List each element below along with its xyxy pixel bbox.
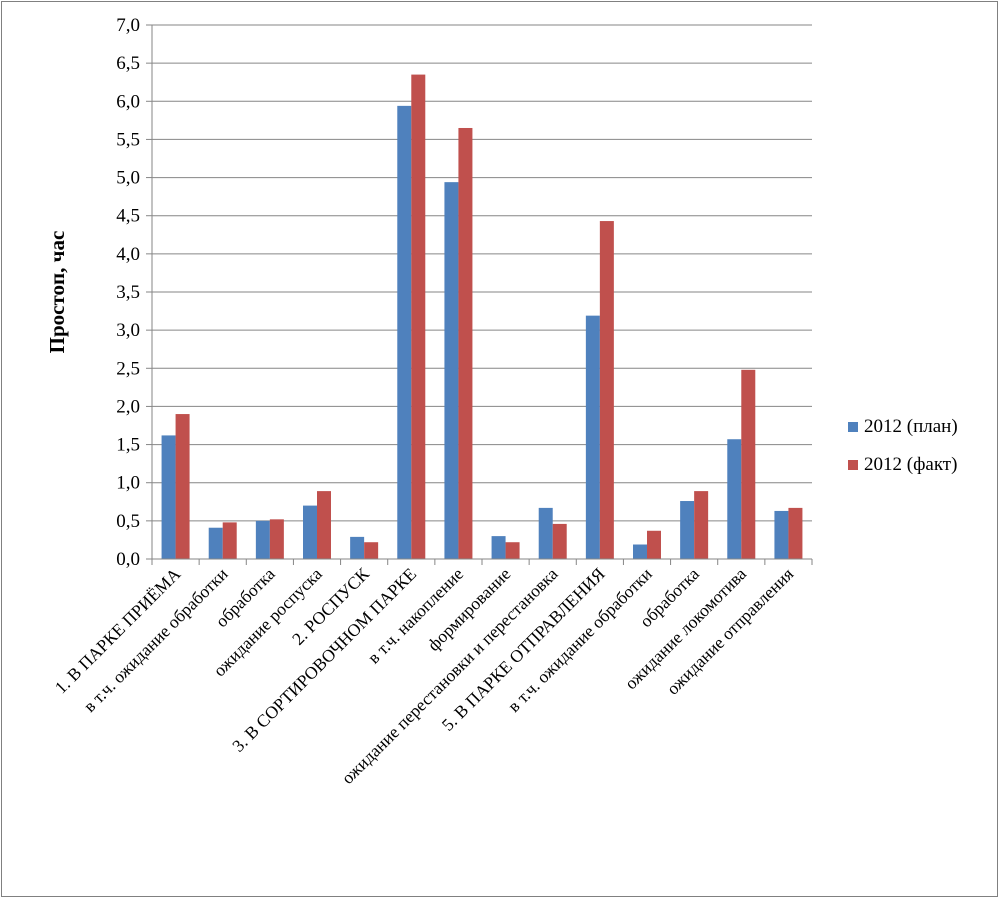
legend-swatch [848, 460, 858, 470]
bar-plan-0 [161, 435, 176, 559]
y-tick-label: 0,5 [116, 511, 140, 532]
bar-fact-1 [222, 522, 237, 559]
y-tick-label: 3,0 [116, 320, 140, 341]
bar-plan-7 [491, 536, 506, 559]
bar-fact-6 [458, 127, 473, 559]
gridlines [146, 24, 812, 560]
bar-fact-13 [788, 507, 803, 559]
bar-plan-11 [680, 501, 695, 559]
bar-plan-6 [444, 182, 459, 560]
y-tick-label: 7,0 [116, 15, 140, 36]
legend-label: 2012 (факт) [864, 454, 957, 475]
bar-plan-8 [538, 507, 553, 559]
bar-fact-9 [599, 221, 614, 559]
y-tick-label: 4,0 [116, 244, 140, 265]
y-tick-label: 5,0 [116, 168, 140, 189]
bar-plan-1 [208, 527, 223, 559]
bar-plan-10 [633, 544, 647, 559]
bar-plan-5 [397, 105, 412, 559]
y-tick-label: 1,5 [116, 435, 140, 456]
y-tick-label: 0,0 [116, 549, 140, 570]
y-tick-label: 2,5 [116, 358, 140, 379]
bar-fact-11 [694, 491, 709, 559]
bar-fact-10 [647, 530, 661, 559]
y-tick-labels: 0,0 0,5 1,0 1,5 2,0 2,5 3,0 3,5 4,0 4,5 5,0 5,5 6,0 6… [116, 15, 140, 570]
legend: 2012 (план) 2012 (факт) [848, 416, 958, 475]
bar-plan-9 [585, 315, 600, 559]
bar-fact-7 [505, 542, 520, 559]
y-tick-label: 6,5 [116, 53, 140, 74]
bar-plan-12 [727, 439, 742, 559]
bar-fact-3 [317, 491, 331, 559]
bar-fact-0 [175, 414, 190, 559]
bar-fact-4 [364, 542, 379, 559]
bar-fact-5 [411, 74, 426, 559]
y-axis-label: Простоп, час [45, 231, 69, 354]
y-tick-label: 3,5 [116, 282, 140, 303]
legend-swatch [848, 422, 858, 432]
bar-fact-2 [269, 519, 284, 559]
bar-fact-8 [552, 523, 567, 559]
axes [151, 25, 813, 565]
y-tick-label: 6,0 [116, 91, 140, 112]
bar-plan-3 [303, 505, 317, 559]
bar-fact-12 [741, 369, 756, 559]
bar-plan-13 [774, 510, 789, 559]
y-tick-label: 2,0 [116, 396, 140, 417]
x-category-label: ожидание перестановки и перестановка [337, 564, 561, 788]
bar-plan-2 [255, 520, 270, 559]
y-tick-label: 4,5 [116, 206, 140, 227]
y-tick-label: 5,5 [116, 129, 140, 150]
bars [161, 74, 803, 560]
bar-plan-4 [350, 536, 365, 559]
y-tick-label: 1,0 [116, 473, 140, 494]
legend-label: 2012 (план) [864, 416, 958, 437]
